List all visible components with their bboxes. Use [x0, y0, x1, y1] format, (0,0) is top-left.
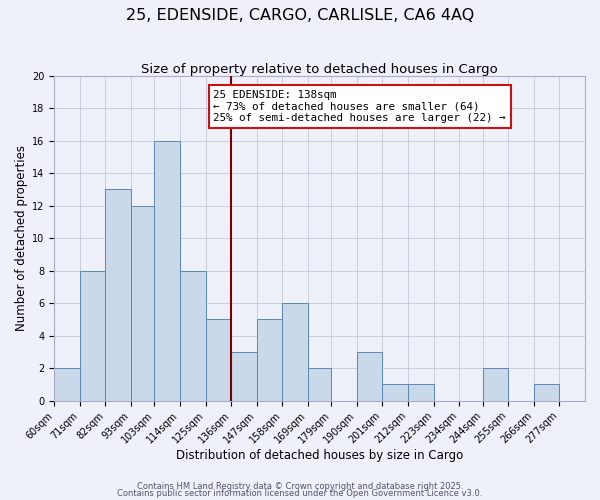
- Bar: [408, 384, 434, 400]
- Bar: [80, 270, 106, 400]
- Bar: [54, 368, 80, 400]
- Bar: [382, 384, 408, 400]
- Y-axis label: Number of detached properties: Number of detached properties: [15, 145, 28, 331]
- Bar: [357, 352, 382, 401]
- Bar: [206, 320, 231, 400]
- Bar: [257, 320, 283, 400]
- Bar: [180, 270, 206, 400]
- Bar: [231, 352, 257, 401]
- Text: 25, EDENSIDE, CARGO, CARLISLE, CA6 4AQ: 25, EDENSIDE, CARGO, CARLISLE, CA6 4AQ: [126, 8, 474, 22]
- Text: Contains HM Land Registry data © Crown copyright and database right 2025.: Contains HM Land Registry data © Crown c…: [137, 482, 463, 491]
- Bar: [482, 368, 508, 400]
- X-axis label: Distribution of detached houses by size in Cargo: Distribution of detached houses by size …: [176, 450, 463, 462]
- Bar: [308, 368, 331, 400]
- Title: Size of property relative to detached houses in Cargo: Size of property relative to detached ho…: [141, 62, 498, 76]
- Bar: [131, 206, 154, 400]
- Bar: [106, 190, 131, 400]
- Bar: [534, 384, 559, 400]
- Text: 25 EDENSIDE: 138sqm
← 73% of detached houses are smaller (64)
25% of semi-detach: 25 EDENSIDE: 138sqm ← 73% of detached ho…: [214, 90, 506, 124]
- Bar: [283, 303, 308, 400]
- Text: Contains public sector information licensed under the Open Government Licence v3: Contains public sector information licen…: [118, 490, 482, 498]
- Bar: [154, 140, 180, 400]
